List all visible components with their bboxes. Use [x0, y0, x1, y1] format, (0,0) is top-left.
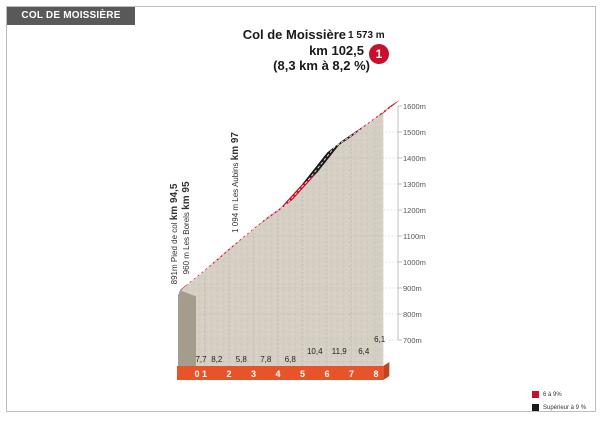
- summit-km: km 102,5: [309, 43, 364, 58]
- legend-item-steep: Supérieur à 9 %: [532, 401, 586, 414]
- summit-altitude: 1 573 m: [348, 30, 385, 41]
- km-tick-label: 6: [324, 369, 329, 379]
- elevation-tick-label: 1200m: [403, 206, 426, 215]
- legend-swatch-red: [532, 391, 539, 398]
- segment-grade-label: 11,9: [332, 347, 348, 356]
- elevation-tick-label: 1100m: [403, 232, 425, 241]
- segment-grade-label: 6,4: [358, 347, 370, 356]
- km-tick-label: 5: [300, 369, 305, 379]
- elevation-tick-label: 1000m: [403, 258, 426, 267]
- landmark-annotation: 1 094 m Les Aubins km 97: [230, 132, 241, 233]
- km-axis-band: [177, 366, 384, 380]
- landmark-annotation: 891m Pied de col km 94,5: [169, 183, 180, 284]
- summit-name: Col de Moissière: [242, 27, 346, 42]
- km-tick-label: 0: [194, 369, 199, 379]
- km-axis-end: [383, 362, 390, 380]
- summit-grade: (8,3 km à 8,2 %): [273, 58, 370, 73]
- segment-grade-label: 7,7: [195, 355, 207, 364]
- km-tick-label: 4: [275, 369, 280, 379]
- segment-grade-label: 7,8: [260, 355, 272, 364]
- km-tick-label: 3: [251, 369, 256, 379]
- elevation-tick-label: 900m: [403, 284, 422, 293]
- terrain-area: [180, 113, 384, 367]
- legend-label: 6 à 9%: [543, 391, 562, 398]
- segment-grade-label: 6,8: [285, 355, 297, 364]
- legend-swatch-black: [532, 404, 539, 411]
- profile-centerline: [187, 106, 392, 285]
- category-badge: 1: [369, 44, 389, 64]
- segment-grade-label: 10,4: [307, 347, 323, 356]
- cliff-edge: [178, 290, 180, 370]
- landmark-annotation: 960 m Les Borels km 95: [181, 181, 192, 274]
- elevation-tick-label: 700m: [403, 336, 422, 345]
- elevation-tick-label: 1500m: [403, 128, 426, 137]
- terrain-front-face: [180, 290, 196, 366]
- elevation-tick-label: 1400m: [403, 154, 426, 163]
- climb-title-tab: COL DE MOISSIÈRE: [7, 7, 135, 25]
- elevation-tick-label: 1300m: [403, 180, 426, 189]
- legend: 6 à 9% Supérieur à 9 %: [532, 388, 586, 414]
- km-tick-label: 1: [202, 369, 207, 379]
- legend-item-moderate: 6 à 9%: [532, 388, 586, 401]
- km-tick-label: 7: [349, 369, 354, 379]
- segment-grade-label: 6,1: [374, 335, 386, 344]
- km-tick-label: 8: [373, 369, 378, 379]
- legend-label: Supérieur à 9 %: [543, 404, 587, 411]
- km-tick-label: 2: [226, 369, 231, 379]
- segment-grade-label: 5,8: [236, 355, 248, 364]
- elevation-tick-label: 800m: [403, 310, 422, 319]
- segment-grade-label: 8,2: [211, 355, 223, 364]
- elevation-tick-label: 1600m: [403, 102, 426, 111]
